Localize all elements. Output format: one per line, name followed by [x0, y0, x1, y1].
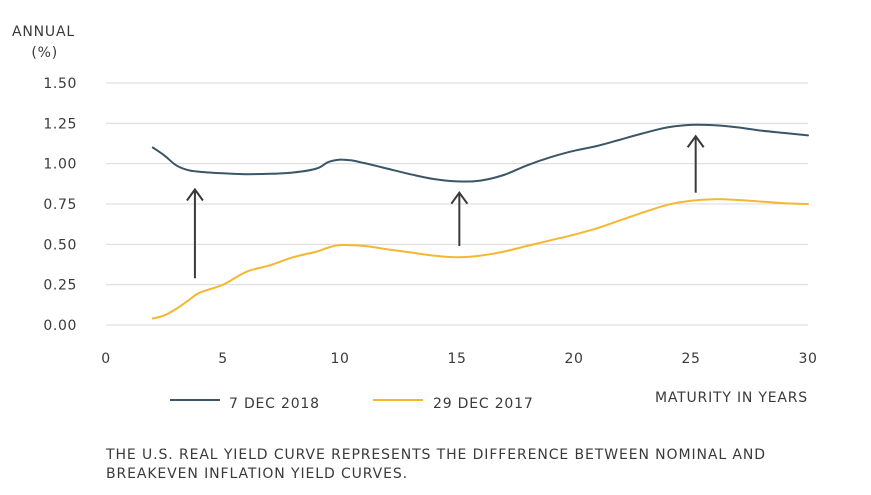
arrow-head — [686, 134, 705, 148]
legend-label-dec-2018: 7 DEC 2018 — [229, 396, 320, 412]
y-tick-label: 1.25 — [43, 116, 77, 132]
legend: 7 DEC 2018 29 DEC 2017 — [170, 396, 534, 412]
y-tick-label: 1.00 — [43, 157, 77, 173]
x-axis-label: MATURITY IN YEARS — [655, 390, 808, 406]
series-lines — [151, 123, 809, 320]
y-axis-label-line2: (%) — [31, 45, 58, 61]
up-arrow-1 — [450, 191, 469, 246]
x-tick-label: 10 — [330, 351, 349, 367]
y-axis-ticks: 0.00 0.25 0.50 0.75 1.00 1.25 1.50 — [43, 76, 77, 334]
series-line-0 — [151, 123, 809, 183]
x-tick-label: 25 — [681, 351, 700, 367]
arrow-head — [186, 187, 204, 202]
footnote: THE U.S. REAL YIELD CURVE REPRESENTS THE… — [106, 447, 766, 482]
up-arrow-0 — [186, 187, 204, 279]
arrow-head — [450, 191, 469, 205]
x-tick-label: 20 — [564, 351, 583, 367]
y-tick-label: 0.00 — [43, 318, 77, 334]
x-tick-label: 0 — [101, 351, 111, 367]
y-tick-label: 0.75 — [43, 197, 77, 213]
y-tick-label: 0.25 — [43, 278, 77, 294]
series-line-1 — [151, 198, 809, 320]
y-axis-label-line1: ANNUAL — [12, 24, 75, 40]
x-tick-label: 15 — [447, 351, 466, 367]
x-tick-label: 30 — [798, 351, 817, 367]
arrows — [186, 134, 705, 279]
up-arrow-2 — [686, 134, 705, 193]
y-tick-label: 1.50 — [43, 76, 77, 92]
x-tick-label: 5 — [218, 351, 228, 367]
legend-label-dec-2017: 29 DEC 2017 — [433, 396, 534, 412]
x-axis-ticks: 0 5 10 15 20 25 30 — [101, 351, 817, 367]
y-tick-label: 0.50 — [43, 237, 77, 253]
